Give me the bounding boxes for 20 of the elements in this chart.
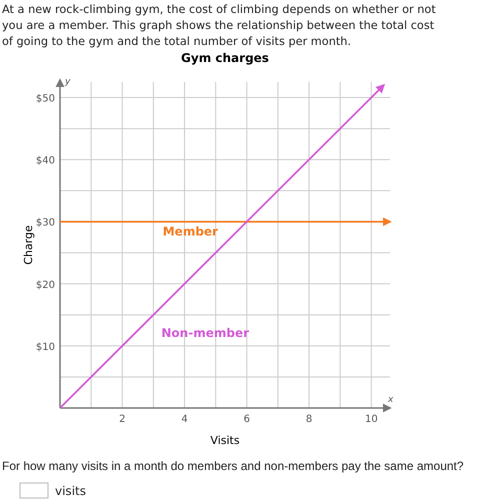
y-tick-label: $30: [36, 218, 55, 229]
annotation: x: [387, 395, 394, 405]
chart-title: Gym charges: [181, 51, 269, 65]
text: visits: [55, 484, 86, 498]
y-tick-label: $50: [36, 94, 55, 105]
x-tick-label: 2: [119, 414, 126, 425]
x-axis-title: Visits: [210, 434, 240, 447]
x-tick-label: 10: [364, 414, 378, 425]
x-tick-label: 6: [244, 414, 250, 425]
y-tick-label: $20: [36, 280, 55, 291]
annotation: y: [64, 77, 71, 87]
y-axis-title: Charge: [22, 225, 35, 265]
text: At a new rock-climbing gym, the cost of climbing depends on whether or not you are a member. This graph shows the relationship between the total cost of going to the gym and the total number of visits per month.: [2, 3, 436, 48]
y-tick-label: $10: [36, 342, 55, 353]
x-tick-label: 4: [181, 414, 188, 425]
series-label: Non-member: [161, 326, 250, 340]
series-label: Member: [162, 224, 218, 239]
y-tick-label: $40: [36, 156, 55, 167]
text: For how many visits in a month do members and non-members pay the same amount?: [2, 459, 464, 473]
x-tick-label: 8: [306, 414, 312, 425]
